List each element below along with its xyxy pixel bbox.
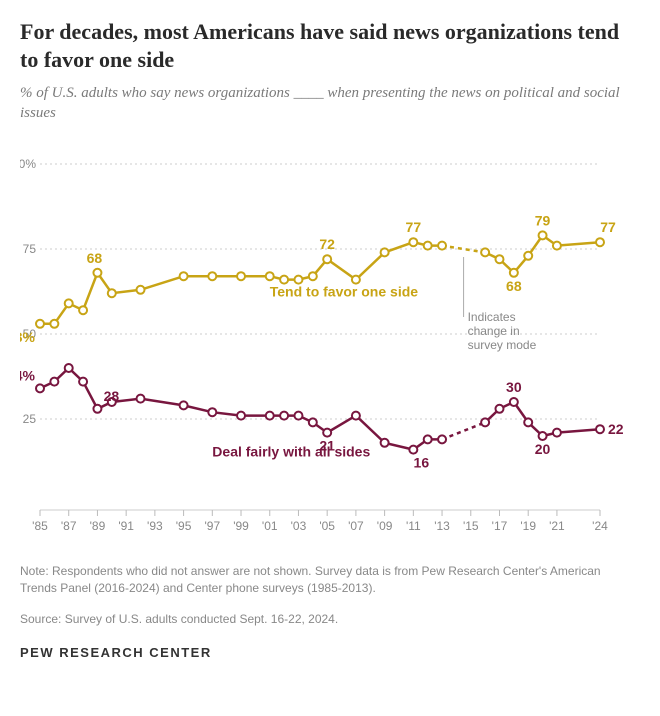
svg-text:16: 16 — [414, 454, 430, 470]
svg-text:'93: '93 — [147, 519, 163, 533]
svg-text:Indicates: Indicates — [468, 310, 516, 324]
svg-text:'85: '85 — [32, 519, 48, 533]
svg-text:'24: '24 — [592, 519, 608, 533]
svg-text:22: 22 — [608, 421, 624, 437]
svg-text:53%: 53% — [20, 328, 36, 344]
svg-text:'95: '95 — [176, 519, 192, 533]
svg-text:'17: '17 — [492, 519, 508, 533]
svg-text:'97: '97 — [204, 519, 220, 533]
svg-text:75: 75 — [23, 242, 37, 256]
attribution: PEW RESEARCH CENTER — [20, 645, 640, 660]
svg-text:'19: '19 — [520, 519, 536, 533]
svg-text:30: 30 — [506, 379, 522, 395]
svg-text:100%: 100% — [20, 157, 36, 171]
chart-container: 255075100%'85'87'89'91'93'95'97'99'01'03… — [20, 144, 640, 549]
svg-text:Tend to favor one side: Tend to favor one side — [270, 283, 419, 299]
chart-subtitle: % of U.S. adults who say news organizati… — [20, 83, 640, 124]
svg-text:Deal fairly with all sides: Deal fairly with all sides — [212, 443, 370, 459]
svg-text:25: 25 — [23, 412, 37, 426]
chart-note: Note: Respondents who did not answer are… — [20, 563, 640, 598]
svg-text:'21: '21 — [549, 519, 565, 533]
svg-text:'05: '05 — [319, 519, 335, 533]
chart-title: For decades, most Americans have said ne… — [20, 18, 640, 73]
chart-source: Source: Survey of U.S. adults conducted … — [20, 611, 640, 628]
svg-text:'07: '07 — [348, 519, 364, 533]
svg-text:28: 28 — [104, 387, 120, 403]
line-chart: 255075100%'85'87'89'91'93'95'97'99'01'03… — [20, 144, 640, 544]
svg-text:21: 21 — [319, 437, 335, 453]
svg-text:77: 77 — [600, 219, 616, 235]
svg-text:79: 79 — [535, 212, 551, 228]
svg-text:68: 68 — [506, 277, 522, 293]
svg-text:survey mode: survey mode — [468, 338, 537, 352]
svg-text:'09: '09 — [377, 519, 393, 533]
svg-text:'89: '89 — [90, 519, 106, 533]
svg-text:'99: '99 — [233, 519, 249, 533]
svg-text:'01: '01 — [262, 519, 278, 533]
svg-text:68: 68 — [87, 249, 103, 265]
svg-text:'03: '03 — [291, 519, 307, 533]
svg-text:'91: '91 — [118, 519, 134, 533]
svg-text:change in: change in — [468, 324, 520, 338]
svg-text:20: 20 — [535, 441, 551, 457]
svg-text:'15: '15 — [463, 519, 479, 533]
svg-text:'13: '13 — [434, 519, 450, 533]
svg-text:34%: 34% — [20, 367, 36, 383]
svg-text:72: 72 — [319, 236, 335, 252]
svg-text:'11: '11 — [406, 519, 421, 533]
svg-text:'87: '87 — [61, 519, 77, 533]
svg-text:77: 77 — [406, 219, 422, 235]
